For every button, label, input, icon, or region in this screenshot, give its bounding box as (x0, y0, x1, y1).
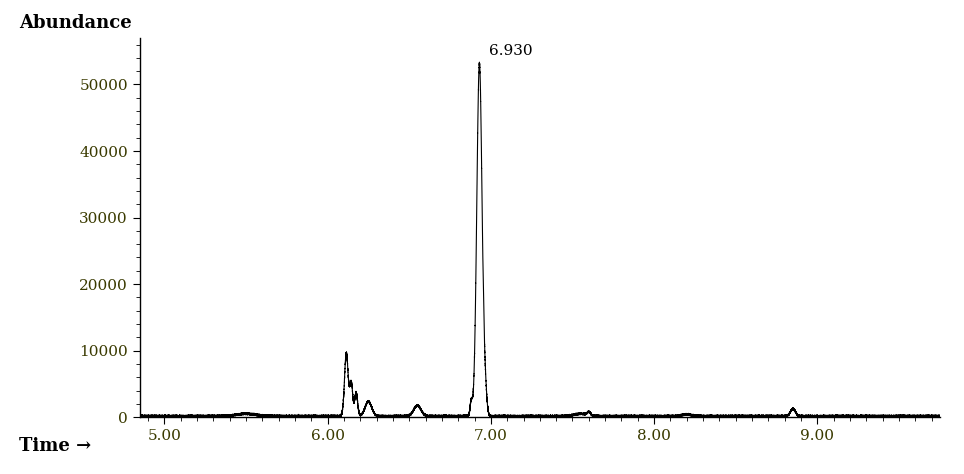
Text: 6.930: 6.930 (489, 44, 533, 57)
Text: Abundance: Abundance (19, 14, 132, 32)
Text: Time →: Time → (19, 437, 92, 455)
